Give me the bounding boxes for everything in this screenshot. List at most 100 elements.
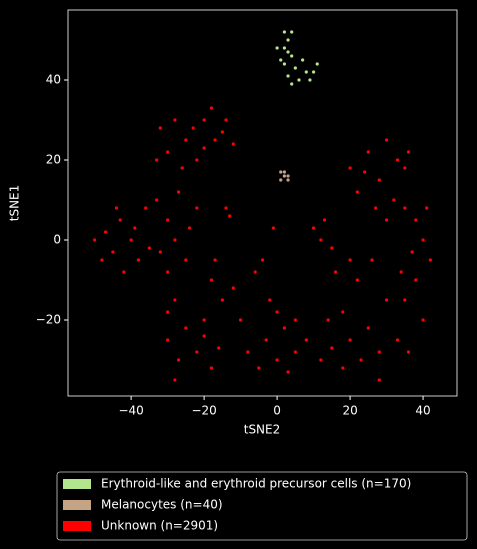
- point: [311, 70, 316, 74]
- point: [326, 318, 330, 322]
- point: [114, 206, 119, 210]
- x-tick-label: 0: [273, 404, 281, 418]
- point: [290, 54, 294, 58]
- y-axis-label: tSNE1: [8, 185, 22, 222]
- legend-label: Melanocytes (n=40): [101, 498, 223, 512]
- point: [224, 206, 228, 210]
- point: [224, 118, 228, 122]
- point: [282, 46, 286, 50]
- point: [180, 166, 184, 170]
- point: [279, 178, 283, 182]
- point: [239, 318, 243, 322]
- point: [158, 126, 162, 130]
- point: [195, 158, 199, 162]
- point: [341, 310, 345, 314]
- point: [414, 278, 418, 282]
- point: [406, 350, 411, 354]
- point: [363, 170, 367, 174]
- point: [304, 70, 308, 74]
- point: [355, 190, 359, 194]
- point: [286, 74, 290, 78]
- point: [202, 318, 206, 322]
- point: [421, 318, 425, 322]
- x-axis-label: tSNE2: [244, 423, 281, 437]
- point: [253, 270, 257, 274]
- point: [286, 50, 290, 54]
- point: [301, 58, 305, 62]
- point: [166, 270, 170, 274]
- point: [282, 30, 286, 34]
- point: [293, 350, 297, 354]
- legend-swatch: [63, 479, 91, 489]
- point: [103, 230, 108, 234]
- point: [166, 150, 170, 154]
- point: [202, 334, 206, 338]
- point: [231, 286, 235, 290]
- point: [414, 218, 418, 222]
- point: [184, 258, 188, 262]
- point: [406, 150, 411, 154]
- point: [147, 246, 151, 250]
- point: [279, 170, 283, 174]
- point: [257, 366, 261, 370]
- point: [370, 258, 374, 262]
- point: [220, 130, 224, 134]
- point: [275, 310, 279, 314]
- point: [384, 218, 389, 222]
- point: [228, 214, 232, 218]
- point: [173, 298, 177, 302]
- point: [421, 238, 425, 242]
- point: [191, 126, 195, 130]
- point: [374, 206, 378, 210]
- point: [166, 310, 170, 314]
- point: [319, 238, 323, 242]
- point: [428, 258, 432, 262]
- point: [395, 158, 400, 162]
- point: [118, 218, 122, 222]
- point: [403, 298, 407, 302]
- point: [308, 78, 312, 82]
- point: [348, 338, 352, 342]
- point: [377, 178, 381, 182]
- point: [213, 258, 217, 262]
- point: [268, 298, 272, 302]
- point: [111, 250, 115, 254]
- point: [144, 206, 148, 210]
- point: [395, 338, 400, 342]
- point: [286, 370, 290, 374]
- point: [315, 62, 319, 66]
- point: [264, 338, 268, 342]
- point: [425, 206, 429, 210]
- point: [330, 246, 334, 250]
- plot-frame: [67, 9, 458, 397]
- point: [176, 190, 181, 194]
- point: [187, 226, 192, 230]
- point: [359, 358, 363, 362]
- point: [403, 206, 407, 210]
- x-tick-label: 40: [415, 404, 430, 418]
- point: [173, 238, 177, 242]
- point: [122, 270, 126, 274]
- y-tick-label: 40: [46, 73, 61, 87]
- legend-label: Unknown (n=2901): [101, 519, 218, 533]
- point: [384, 298, 389, 302]
- point: [293, 66, 297, 70]
- point: [202, 146, 206, 150]
- point: [275, 46, 279, 50]
- point: [366, 150, 370, 154]
- point: [355, 278, 359, 282]
- point: [100, 258, 104, 262]
- point: [173, 118, 177, 122]
- point: [399, 270, 403, 274]
- point: [271, 226, 276, 230]
- point: [392, 198, 396, 202]
- y-tick-label: −20: [36, 313, 61, 327]
- point: [384, 138, 389, 142]
- point: [319, 358, 323, 362]
- point: [282, 326, 286, 330]
- point: [341, 366, 345, 370]
- legend-label: Erythroid-like and erythroid precursor c…: [101, 477, 411, 491]
- point: [377, 378, 381, 382]
- point: [297, 78, 301, 82]
